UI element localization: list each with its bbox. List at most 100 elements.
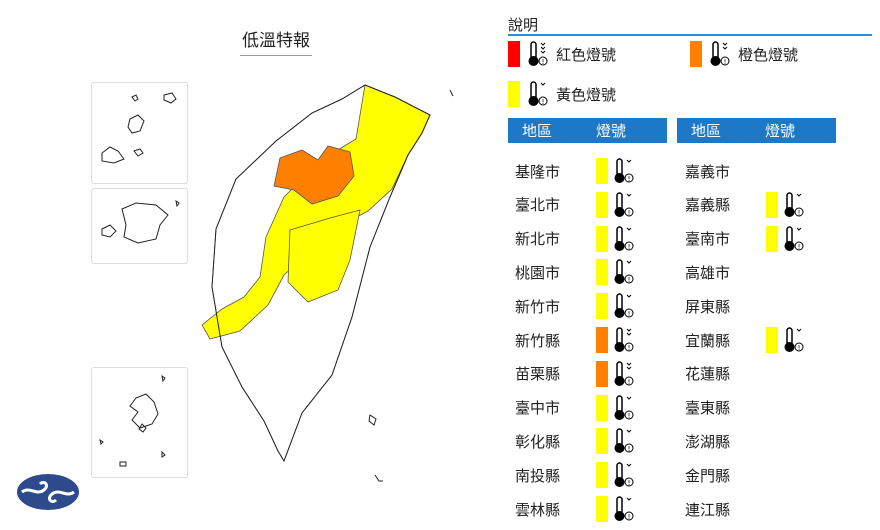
table-row: 澎湖縣 [685,426,835,456]
svg-text:!: ! [628,276,631,284]
region-name: 宜蘭縣 [685,331,731,350]
thermometer-icon: ! [784,225,804,251]
region-name: 臺東縣 [685,399,731,418]
svg-text:!: ! [724,58,727,66]
region-name: 新竹市 [515,297,561,316]
table-row: 桃園市! [515,257,665,287]
legend-label: 橙色燈號 [738,45,799,64]
legend-item: ! 黃色燈號 [508,80,616,108]
svg-text:!: ! [628,175,631,183]
legend-swatch [690,41,702,67]
signal-swatch [596,259,608,286]
svg-text:!: ! [798,209,801,217]
table-row: 基隆市! [515,156,665,186]
table-header-right: 地區 燈號 [677,118,836,143]
region-name: 連江縣 [685,500,731,519]
thermometer-icon: ! [614,496,634,521]
svg-text:!: ! [798,344,801,352]
table-row: 雲林縣! [515,494,665,524]
thermometer-icon: ! [614,259,634,285]
table-row: 金門縣 [685,460,835,490]
signal-swatch [596,360,608,387]
region-name: 彰化縣 [515,432,561,451]
region-name: 臺南市 [685,230,731,249]
svg-text:!: ! [628,412,631,420]
signal-swatch [766,225,778,252]
signal-swatch [766,191,778,218]
thermometer-icon: ! [614,394,634,420]
signal-swatch [596,158,608,184]
region-name: 苗栗縣 [515,365,561,384]
thermometer-icon: ! [614,462,634,488]
table-header-left: 地區 燈號 [508,118,667,143]
region-name: 新竹縣 [515,331,561,350]
thermometer-icon: ! [614,293,634,319]
thermometer-icon: ! [614,361,634,386]
region-name: 南投縣 [515,466,561,485]
inset-matsu [91,82,188,184]
table-row: 臺東縣 [685,393,835,423]
signal-swatch [596,293,608,320]
region-name: 新北市 [515,230,561,249]
region-orange-hsinchu-miaoli [273,145,355,205]
svg-text:!: ! [542,98,545,106]
signal-swatch [596,327,608,353]
header-signal: 燈號 [596,122,627,140]
region-name: 桃園市 [515,263,561,282]
region-yellow-nantou [287,209,361,303]
legend-item: ! 紅色燈號 [508,40,616,68]
svg-text:!: ! [628,243,631,251]
signal-swatch [596,428,608,455]
table-row: 宜蘭縣! [685,325,835,355]
region-name: 基隆市 [515,162,561,181]
legend-divider [508,34,872,36]
header-signal: 燈號 [765,122,796,140]
region-name: 花蓮縣 [685,365,731,384]
thermometer-icon: ! [614,428,634,454]
thermometer-icon: ! [784,192,804,217]
signal-swatch [596,462,608,489]
legend-title: 說明 [508,16,539,34]
table-row: 嘉義縣! [685,190,835,220]
table-row: 臺北市! [515,190,665,220]
thermometer-icon: ! [614,327,634,352]
region-name: 屏東縣 [685,297,731,316]
thermometer-icon: ! [710,41,730,66]
region-name: 臺北市 [515,196,561,215]
table-row: 嘉義市 [685,156,835,186]
table-row: 苗栗縣! [515,359,665,389]
thermometer-icon: ! [528,41,548,66]
signal-swatch [766,327,778,353]
header-region: 地區 [522,122,553,140]
thermometer-icon: ! [784,327,804,352]
legend-label: 紅色燈號 [556,45,617,64]
legend-swatch [508,41,520,67]
header-region: 地區 [691,122,722,140]
table-row: 新竹市! [515,291,665,321]
table-row: 彰化縣! [515,426,665,456]
inset-kinmen [91,188,188,264]
thermometer-icon: ! [614,225,634,251]
legend-label: 黃色燈號 [556,85,617,104]
table-row: 高雄市 [685,257,835,287]
region-name: 金門縣 [685,466,731,485]
taiwan-map [201,84,454,482]
region-name: 嘉義市 [685,162,731,181]
region-name: 高雄市 [685,263,731,282]
thermometer-icon: ! [614,192,634,217]
table-row: 新竹縣! [515,325,665,355]
region-name: 澎湖縣 [685,432,731,451]
thermometer-icon: ! [528,81,548,106]
svg-text:!: ! [628,479,631,487]
cwa-logo [17,474,79,510]
svg-text:!: ! [628,344,631,352]
table-row: 新北市! [515,224,665,254]
map-title: 低溫特報 [240,26,312,56]
svg-text:!: ! [628,310,631,318]
region-name: 雲林縣 [515,500,561,519]
table-row: 花蓮縣 [685,359,835,389]
svg-text:!: ! [628,513,631,521]
table-row: 連江縣 [685,494,835,524]
table-row: 屏東縣 [685,291,835,321]
table-row: 南投縣! [515,460,665,490]
